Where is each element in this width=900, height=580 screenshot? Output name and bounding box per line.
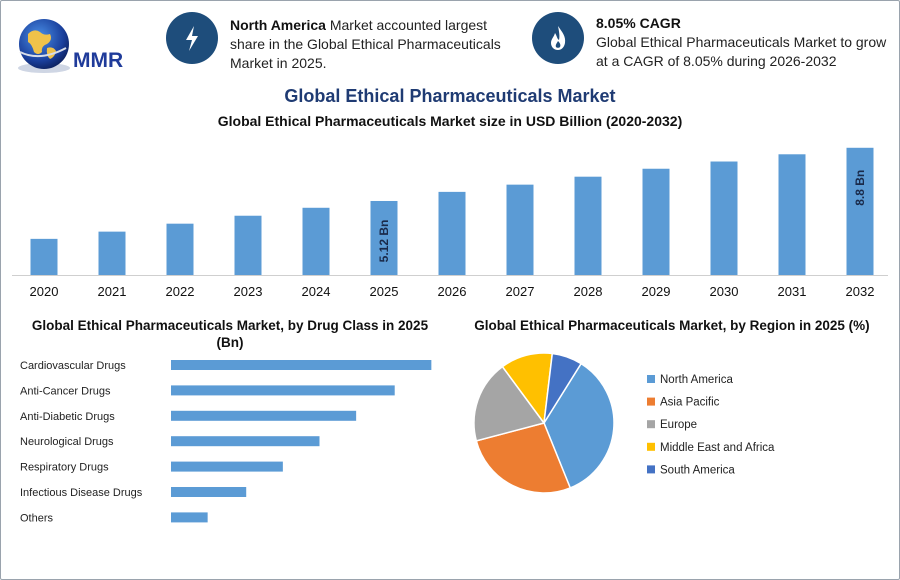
pie-slice-2 — [473, 365, 546, 442]
legend-swatch — [647, 375, 655, 383]
region-pie-chart: North America Asia Pacific Europe Middle Ea… — [473, 352, 775, 494]
hbar-4 — [171, 461, 283, 472]
x-tick-label: 2032 — [846, 284, 875, 299]
category-label: Others — [20, 512, 54, 524]
bar-2030 — [710, 161, 738, 275]
x-tick-label: 2020 — [30, 284, 59, 299]
category-label: Anti-Diabetic Drugs — [20, 411, 115, 423]
highlight-bold: North America — [230, 17, 326, 33]
pie-slice-1 — [475, 422, 572, 494]
drug-class-chart-title: Global Ethical Pharmaceuticals Market, b… — [31, 318, 429, 350]
x-tick-label: 2026 — [438, 284, 467, 299]
x-tick-label: 2021 — [98, 284, 127, 299]
hbar-1 — [171, 385, 395, 396]
legend-swatch — [647, 442, 655, 451]
hbar-6 — [171, 512, 208, 523]
bar-2032 — [846, 147, 874, 275]
legend-label: South America — [660, 464, 735, 476]
bar-2029 — [642, 168, 670, 275]
highlight-text: Market accounted largest share in the Gl… — [230, 17, 501, 71]
legend-swatch — [647, 397, 655, 406]
x-tick-label: 2030 — [710, 284, 739, 299]
flame-icon — [532, 12, 584, 64]
legend-swatch — [647, 420, 655, 429]
x-tick-label: 2025 — [370, 284, 399, 299]
highlight-text: Global Ethical Pharmaceuticals Market to… — [596, 34, 887, 69]
bar-2026 — [438, 191, 466, 275]
drug-class-bar-chart: Cardiovascular Drugs Anti-Cancer Drugs Ant… — [20, 360, 432, 524]
hbar-2 — [171, 410, 357, 421]
bar-2028 — [574, 176, 602, 275]
pie-slice-0 — [543, 362, 615, 489]
bar-2027 — [506, 184, 534, 275]
bar-2031 — [778, 154, 806, 275]
bar-2024 — [302, 207, 330, 275]
category-label: Neurological Drugs — [20, 436, 114, 448]
data-label: 8.8 Bn — [853, 170, 867, 206]
x-tick-label: 2027 — [506, 284, 535, 299]
legend-swatch — [647, 465, 655, 474]
hbar-0 — [171, 360, 432, 370]
hbar-5 — [171, 487, 247, 497]
data-label: 5.12 Bn — [377, 220, 391, 263]
legend-label: Europe — [660, 419, 697, 431]
bar-2021 — [98, 231, 126, 275]
legend-label: Asia Pacific — [660, 397, 720, 409]
category-label: Cardiovascular Drugs — [20, 360, 126, 372]
x-tick-label: 2024 — [302, 284, 331, 299]
bar-2023 — [234, 215, 262, 275]
pie-slice-4 — [543, 352, 583, 424]
market-size-bar-chart: 2020 2021 2022 2023 2024 2025 5.12 Bn 2026 2027 2… — [12, 147, 888, 299]
bar-2022 — [166, 223, 194, 275]
region-chart-title: Global Ethical Pharmaceuticals Market, b… — [474, 318, 870, 333]
category-label: Anti-Cancer Drugs — [20, 385, 111, 397]
category-label: Infectious Disease Drugs — [20, 487, 143, 499]
x-tick-label: 2023 — [234, 284, 263, 299]
bar-2020 — [30, 238, 58, 275]
mmr-logo: MMR — [18, 19, 123, 73]
highlight-bold: 8.05% CAGR — [596, 15, 681, 31]
lightning-icon — [166, 12, 218, 64]
logo-text: MMR — [73, 49, 123, 72]
hbar-3 — [171, 436, 320, 447]
bar-2025 — [370, 200, 398, 275]
x-tick-label: 2031 — [778, 284, 807, 299]
legend-label: North America — [660, 374, 733, 386]
x-tick-label: 2022 — [166, 284, 195, 299]
legend-label: Middle East and Africa — [660, 442, 775, 454]
main-chart-title: Global Ethical Pharmaceuticals Market si… — [217, 113, 683, 129]
x-tick-label: 2029 — [642, 284, 671, 299]
x-tick-label: 2028 — [574, 284, 603, 299]
category-label: Respiratory Drugs — [20, 462, 109, 474]
page-title: Global Ethical Pharmaceuticals Market — [284, 86, 616, 106]
